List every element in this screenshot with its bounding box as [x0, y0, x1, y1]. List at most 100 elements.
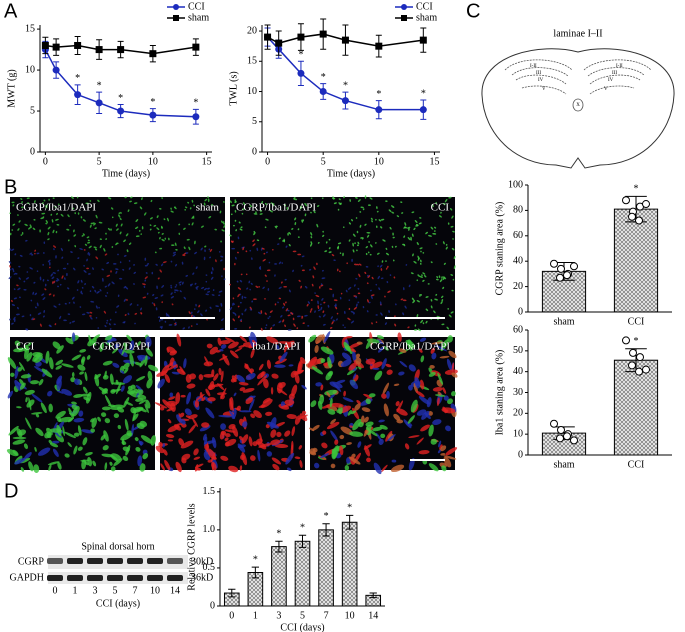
- micrograph-texture: [113, 323, 116, 326]
- micrograph-texture: [245, 273, 248, 276]
- micrograph-texture: [47, 231, 50, 236]
- micrograph-texture: [283, 204, 286, 207]
- micrograph-texture: [139, 463, 146, 472]
- micrograph-texture: [278, 286, 282, 289]
- micrograph-texture: [440, 445, 447, 452]
- micrograph-texture: [12, 204, 15, 207]
- micrograph-texture: [211, 267, 214, 271]
- micrograph-texture: [73, 393, 83, 398]
- micrograph-texture: [188, 326, 190, 329]
- micrograph-texture: [442, 387, 447, 394]
- legend-label: CCI: [188, 1, 205, 12]
- micrograph-texture: [385, 252, 390, 256]
- lane-label: 7: [133, 585, 138, 596]
- micrograph-texture: [80, 393, 91, 397]
- micrograph-texture: [161, 197, 163, 200]
- micrograph-texture: [310, 197, 313, 200]
- micrograph-texture: [377, 339, 384, 345]
- lane-label: 0: [53, 585, 58, 596]
- micrograph-texture: [445, 425, 451, 432]
- micrograph-texture: [421, 274, 423, 277]
- micrograph-texture: [376, 206, 378, 210]
- micrograph-texture: [206, 343, 213, 349]
- micrograph-texture: [443, 455, 457, 460]
- micrograph-texture: [350, 410, 357, 415]
- micrograph-texture: [66, 272, 68, 277]
- micrograph-texture: [12, 449, 19, 456]
- micrograph-texture: [330, 402, 344, 408]
- micrograph-texture: [377, 346, 384, 353]
- micrograph-texture: [110, 207, 114, 210]
- micrograph-texture: [249, 288, 251, 291]
- micrograph-texture: [205, 388, 211, 397]
- micrograph-texture: [300, 264, 303, 267]
- micrograph-texture: [12, 223, 16, 226]
- micrograph-texture: [349, 199, 351, 203]
- micrograph-texture: [248, 398, 255, 411]
- micrograph-texture: [403, 235, 406, 238]
- blot-band: [47, 575, 63, 581]
- micrograph-texture: [97, 416, 101, 422]
- micrograph-texture: [104, 285, 108, 288]
- micrograph-texture: [310, 400, 317, 408]
- micrograph-texture: [250, 282, 253, 285]
- micrograph-texture: [72, 207, 75, 210]
- micrograph-texture: [56, 375, 63, 385]
- micrograph-texture: [156, 285, 158, 290]
- micrograph-texture: [381, 260, 384, 263]
- micrograph-texture: [90, 316, 93, 320]
- micrograph-texture: [13, 318, 16, 323]
- micrograph-texture: [354, 296, 358, 299]
- micrograph-texture: [192, 417, 198, 427]
- micrograph-texture: [47, 259, 51, 263]
- micrograph-texture: [39, 323, 42, 327]
- significance: *: [298, 50, 303, 61]
- micrograph-texture: [181, 281, 184, 285]
- micrograph-texture: [281, 262, 284, 264]
- x-tick-label: sham: [553, 459, 574, 470]
- micrograph-texture: [270, 386, 274, 395]
- bar: [341, 521, 358, 607]
- micrograph-texture: [102, 445, 109, 451]
- micrograph-texture: [153, 224, 157, 227]
- micrograph-texture: [38, 378, 44, 386]
- micrograph-texture: [266, 451, 273, 457]
- micrograph-texture: [301, 255, 305, 258]
- x-tick-label: 5: [300, 610, 305, 621]
- micrograph-texture: [435, 243, 438, 245]
- micrograph-texture: [145, 336, 152, 347]
- micrograph-texture: [90, 418, 95, 423]
- micrograph-texture: [77, 446, 83, 451]
- x-tick-label: 10: [345, 610, 355, 621]
- y-tick-label: 0: [252, 146, 257, 157]
- panel-letter: C: [466, 0, 480, 22]
- micrograph-texture: [34, 292, 38, 296]
- micrograph-texture: [232, 312, 236, 315]
- micrograph-texture: [249, 308, 252, 311]
- micrograph-texture: [364, 195, 367, 199]
- micrograph-texture: [376, 432, 382, 442]
- micrograph-texture: [161, 263, 164, 267]
- micrograph-texture: [367, 204, 371, 206]
- micrograph-texture: [332, 293, 335, 298]
- micrograph-texture: [290, 370, 297, 378]
- micrograph-texture: [415, 223, 419, 226]
- micrograph-texture: [419, 247, 423, 250]
- micrograph-texture: [223, 278, 226, 281]
- micrograph-texture: [260, 210, 262, 213]
- micrograph-texture: [368, 241, 370, 243]
- data-point: [557, 426, 565, 434]
- micrograph-texture: [204, 249, 206, 253]
- micrograph-texture: [310, 299, 313, 301]
- micrograph-texture: [168, 237, 170, 241]
- panel-letter: D: [4, 480, 18, 502]
- micrograph-texture: [93, 222, 96, 226]
- micrograph-texture: [375, 283, 378, 286]
- micrograph-texture: [294, 456, 301, 460]
- bar: [294, 540, 311, 607]
- micrograph-texture: [77, 212, 80, 215]
- micrograph-texture: [252, 441, 258, 447]
- micrograph-texture: [153, 303, 156, 307]
- micrograph-texture: [348, 307, 351, 311]
- micrograph-texture: [143, 285, 146, 288]
